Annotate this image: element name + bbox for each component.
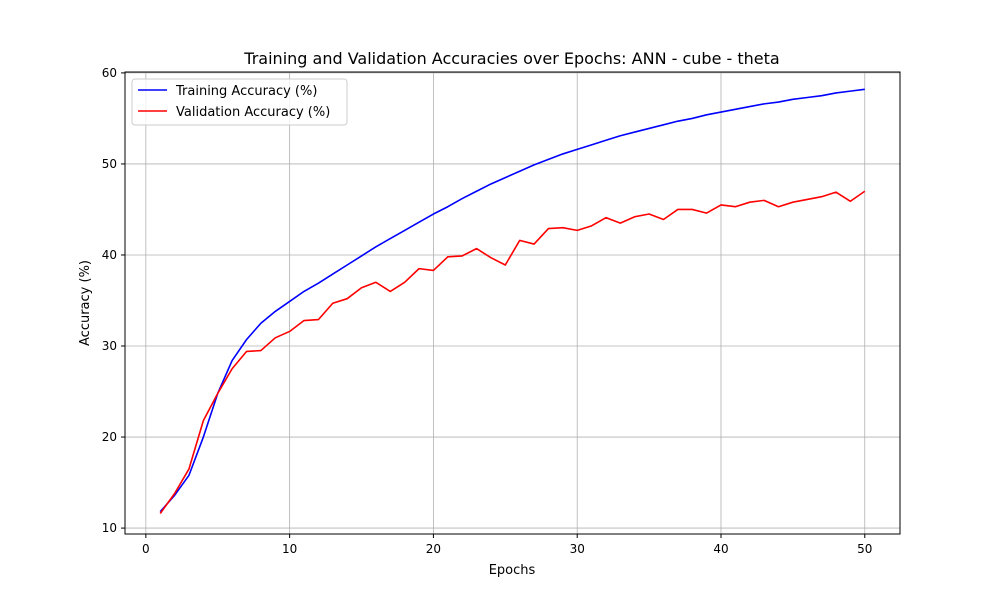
- x-tick-label: 10: [282, 542, 297, 556]
- legend: Training Accuracy (%) Validation Accuracy…: [131, 78, 348, 126]
- legend-label: Training Accuracy (%): [175, 84, 317, 99]
- y-tick-label: 50: [102, 157, 117, 171]
- x-tick-label: 40: [713, 542, 728, 556]
- x-tick-label: 0: [142, 542, 150, 556]
- y-tick-label: 40: [102, 248, 117, 262]
- y-tick-label: 30: [102, 339, 117, 353]
- legend-box: [131, 78, 348, 126]
- x-tick-label: 20: [426, 542, 441, 556]
- y-axis-label: Accuracy (%): [78, 260, 93, 346]
- grid-lines: [125, 72, 900, 534]
- x-tick-label: 30: [570, 542, 585, 556]
- y-axis-ticks: 10 20 30 40 50 60: [102, 66, 125, 535]
- y-tick-label: 60: [102, 66, 117, 80]
- x-axis-ticks: 0 10 20 30 40 50: [142, 534, 872, 556]
- x-tick-label: 50: [857, 542, 872, 556]
- series-line-validation-accuracy: [159, 190, 866, 514]
- chart-title: Training and Validation Accuracies over …: [243, 49, 779, 68]
- y-tick-label: 10: [102, 521, 117, 535]
- series-line-training-accuracy: [159, 88, 865, 513]
- legend-label: Validation Accuracy (%): [176, 105, 330, 120]
- y-tick-label: 20: [102, 430, 117, 444]
- series-lines: [159, 88, 866, 514]
- plot-frame: [124, 71, 901, 535]
- x-axis-label: Epochs: [489, 563, 536, 578]
